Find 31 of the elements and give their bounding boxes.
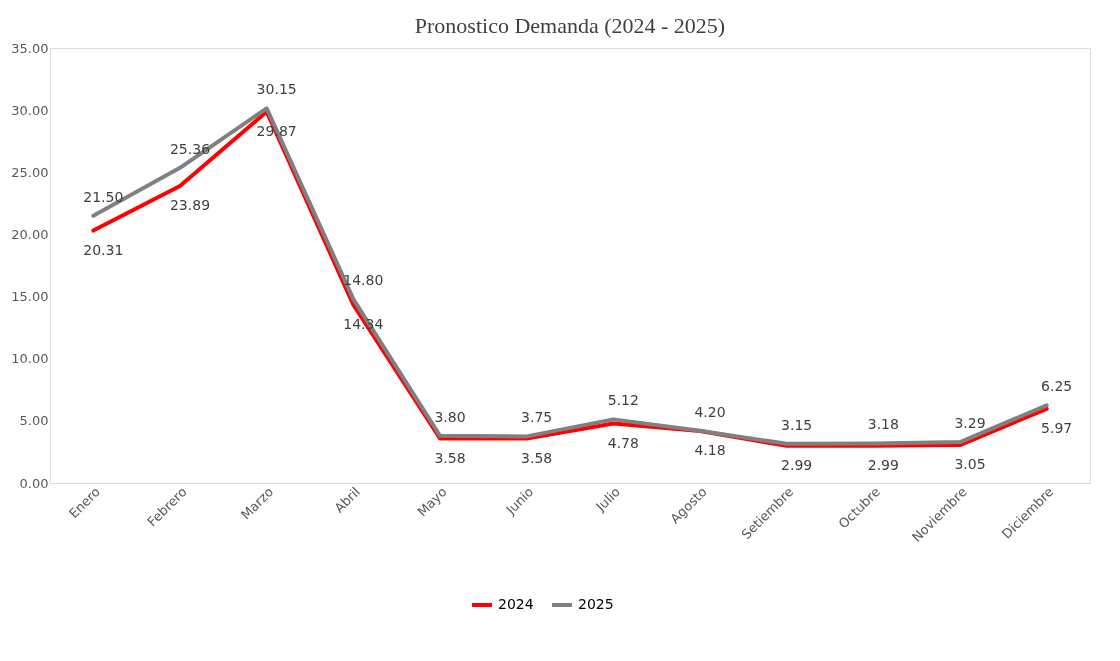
data-label: 2.99 (781, 456, 813, 473)
y-tick-label: 10.00 (11, 351, 49, 367)
data-label: 3.80 (434, 408, 466, 425)
data-label: 3.15 (781, 416, 813, 433)
data-label: 3.75 (521, 409, 553, 426)
legend-label: 2024 (498, 596, 534, 612)
data-label: 3.18 (867, 416, 899, 433)
y-tick-label: 15.00 (11, 289, 49, 305)
legend-label: 2025 (578, 596, 614, 612)
data-label: 4.78 (607, 434, 639, 451)
data-label: 5.97 (1041, 419, 1073, 436)
data-label: 6.25 (1041, 378, 1073, 395)
data-label: 2.99 (867, 456, 899, 473)
y-tick-label: 35.00 (11, 40, 49, 56)
data-label: 21.50 (83, 188, 124, 205)
data-label: 5.12 (607, 392, 639, 409)
y-tick-label: 0.00 (19, 475, 49, 491)
data-label: 3.29 (954, 415, 986, 432)
chart-title: Pronostico Demanda (2024 - 2025) (414, 13, 726, 38)
data-label: 3.58 (521, 449, 553, 466)
data-label: 3.58 (434, 449, 466, 466)
y-tick-label: 30.00 (11, 102, 49, 118)
y-tick-label: 20.00 (11, 226, 49, 242)
data-label: 4.20 (694, 403, 726, 420)
y-tick-label: 5.00 (19, 413, 49, 429)
data-label: 30.15 (256, 81, 297, 98)
data-label: 4.18 (694, 442, 726, 459)
data-label: 3.05 (954, 456, 986, 473)
data-label: 20.31 (83, 241, 124, 258)
data-label: 23.89 (169, 197, 211, 214)
y-tick-label: 25.00 (11, 164, 49, 180)
